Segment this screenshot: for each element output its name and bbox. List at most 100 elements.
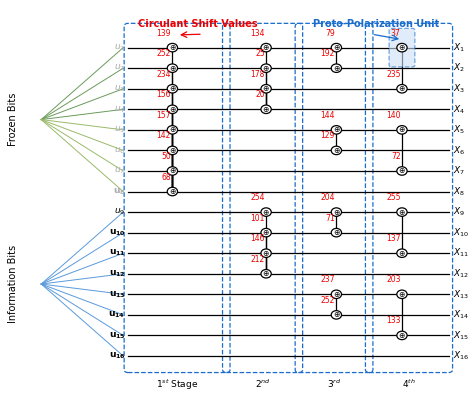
Text: $u_9$: $u_9$ <box>114 207 126 217</box>
Circle shape <box>397 126 407 134</box>
Text: $\oplus$: $\oplus$ <box>398 290 406 299</box>
Text: 203: 203 <box>386 275 401 284</box>
Text: $X_{16}$: $X_{16}$ <box>453 350 469 362</box>
Text: 212: 212 <box>250 255 264 264</box>
Circle shape <box>261 43 271 52</box>
Text: 68: 68 <box>161 173 171 182</box>
Circle shape <box>331 146 342 155</box>
Text: 237: 237 <box>320 275 335 284</box>
Text: 101: 101 <box>250 214 264 223</box>
Circle shape <box>397 290 407 299</box>
Circle shape <box>167 167 178 175</box>
Text: $X_{15}$: $X_{15}$ <box>453 329 469 342</box>
Text: $u_1$: $u_1$ <box>114 42 126 53</box>
Text: 144: 144 <box>320 111 335 120</box>
Circle shape <box>397 167 407 175</box>
Text: $\oplus$: $\oplus$ <box>262 43 270 52</box>
Text: 134: 134 <box>250 28 264 38</box>
Circle shape <box>331 43 342 52</box>
Text: $\oplus$: $\oplus$ <box>398 43 406 52</box>
Text: Proto-Polarization Unit: Proto-Polarization Unit <box>313 19 439 29</box>
Text: 2$^{nd}$: 2$^{nd}$ <box>255 377 271 389</box>
Circle shape <box>331 208 342 216</box>
Text: $\mathbf{u_{14}}$: $\mathbf{u_{14}}$ <box>109 310 126 320</box>
Text: 79: 79 <box>325 28 335 38</box>
Text: $X_1$: $X_1$ <box>453 41 465 54</box>
Circle shape <box>261 85 271 93</box>
Text: 129: 129 <box>320 132 335 140</box>
Text: 71: 71 <box>325 214 335 223</box>
Text: 254: 254 <box>250 193 264 202</box>
Text: $X_5$: $X_5$ <box>453 124 465 136</box>
Text: 142: 142 <box>156 132 171 140</box>
Text: $\oplus$: $\oplus$ <box>262 64 270 73</box>
Text: $\oplus$: $\oplus$ <box>169 125 176 134</box>
Circle shape <box>261 64 271 72</box>
Circle shape <box>261 269 271 278</box>
Text: $\mathbf{u_{13}}$: $\mathbf{u_{13}}$ <box>109 289 126 299</box>
Text: $\oplus$: $\oplus$ <box>169 166 176 175</box>
Text: $\oplus$: $\oplus$ <box>262 249 270 258</box>
Text: $u_2$: $u_2$ <box>114 63 126 73</box>
Text: 37: 37 <box>391 28 401 38</box>
Text: 3$^{rd}$: 3$^{rd}$ <box>327 377 341 389</box>
Circle shape <box>167 146 178 155</box>
Text: Frozen Bits: Frozen Bits <box>8 93 18 146</box>
Text: $\oplus$: $\oplus$ <box>398 208 406 216</box>
Text: $X_{13}$: $X_{13}$ <box>453 288 469 301</box>
Text: 139: 139 <box>156 28 171 38</box>
Text: $X_7$: $X_7$ <box>453 165 465 177</box>
Text: $\oplus$: $\oplus$ <box>169 187 176 196</box>
Text: 178: 178 <box>250 70 264 79</box>
Text: 235: 235 <box>386 70 401 79</box>
Text: $\oplus$: $\oplus$ <box>262 269 270 278</box>
Circle shape <box>261 105 271 113</box>
Text: 234: 234 <box>156 70 171 79</box>
Text: $X_{10}$: $X_{10}$ <box>453 226 469 239</box>
Circle shape <box>167 64 178 72</box>
Circle shape <box>261 228 271 237</box>
Text: $X_6$: $X_6$ <box>453 144 465 157</box>
Text: $\oplus$: $\oplus$ <box>398 249 406 258</box>
Text: $u_6$: $u_6$ <box>114 145 126 156</box>
Circle shape <box>261 249 271 258</box>
Text: $X_8$: $X_8$ <box>453 185 465 198</box>
Circle shape <box>167 105 178 113</box>
Text: $\oplus$: $\oplus$ <box>398 166 406 175</box>
Text: $X_{11}$: $X_{11}$ <box>453 247 469 260</box>
Circle shape <box>261 208 271 216</box>
Text: $\oplus$: $\oplus$ <box>333 290 340 299</box>
Text: $\oplus$: $\oplus$ <box>262 84 270 93</box>
Circle shape <box>397 331 407 340</box>
Text: $\oplus$: $\oplus$ <box>398 331 406 340</box>
Text: $\oplus$: $\oplus$ <box>262 208 270 216</box>
Text: $\oplus$: $\oplus$ <box>262 105 270 114</box>
Text: $u_5$: $u_5$ <box>114 124 126 135</box>
Text: $X_{12}$: $X_{12}$ <box>453 267 468 280</box>
Text: $\oplus$: $\oplus$ <box>169 43 176 52</box>
Circle shape <box>331 126 342 134</box>
Text: Circulant Shift Values: Circulant Shift Values <box>138 19 258 29</box>
Circle shape <box>331 64 342 72</box>
Text: $X_{14}$: $X_{14}$ <box>453 308 469 321</box>
Text: $u_4$: $u_4$ <box>114 104 126 115</box>
Circle shape <box>167 126 178 134</box>
Text: 157: 157 <box>156 111 171 120</box>
Text: 156: 156 <box>156 90 171 99</box>
Text: 50: 50 <box>161 152 171 161</box>
Text: $\oplus$: $\oplus$ <box>169 105 176 114</box>
Text: $u_3$: $u_3$ <box>114 83 126 94</box>
FancyBboxPatch shape <box>389 28 415 67</box>
Text: 140: 140 <box>386 111 401 120</box>
Text: $X_3$: $X_3$ <box>453 83 465 95</box>
Text: Information Bits: Information Bits <box>8 245 18 323</box>
Text: $\oplus$: $\oplus$ <box>169 84 176 93</box>
Text: 255: 255 <box>386 193 401 202</box>
Text: $\oplus$: $\oplus$ <box>398 125 406 134</box>
Text: 204: 204 <box>320 193 335 202</box>
Text: $\mathbf{u_{16}}$: $\mathbf{u_{16}}$ <box>109 351 126 361</box>
Text: 137: 137 <box>386 234 401 243</box>
Text: $\mathbf{u_{10}}$: $\mathbf{u_{10}}$ <box>109 228 126 238</box>
Text: $\oplus$: $\oplus$ <box>262 228 270 237</box>
Text: 1$^{st}$ Stage: 1$^{st}$ Stage <box>156 377 198 391</box>
